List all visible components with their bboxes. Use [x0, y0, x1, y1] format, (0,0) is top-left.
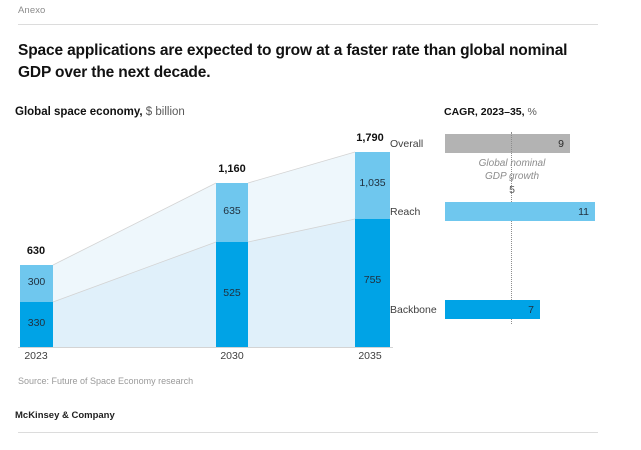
x-tick-2023: 2023: [24, 350, 48, 362]
bar-2030-reach-value: 635: [223, 205, 241, 217]
cagr-value-overall: 9: [558, 137, 564, 150]
stacked-column-chart: 630 300 330 2023 1,160 635 525 2030 1,79…: [0, 120, 400, 370]
x-tick-2030: 2030: [220, 350, 244, 362]
cagr-bar-backbone[interactable]: 7: [445, 300, 540, 319]
total-label-2030: 1,160: [218, 163, 246, 175]
total-label-2035: 1,790: [356, 132, 384, 144]
bar-2030[interactable]: 635 525: [216, 183, 248, 347]
brand-logo-text: McKinsey & Company: [15, 410, 115, 421]
source-note: Source: Future of Space Economy research: [18, 376, 194, 386]
bar-2035[interactable]: 1,035 755: [355, 152, 390, 347]
bar-2030-backbone-value: 525: [223, 287, 241, 299]
cagr-value-backbone: 7: [528, 303, 534, 316]
headline: Space applications are expected to grow …: [18, 42, 568, 81]
cagr-bar-overall[interactable]: 9: [445, 134, 570, 153]
total-label-2023: 630: [26, 245, 46, 257]
gdp-reference-value: 5: [509, 184, 515, 196]
bottom-divider: [18, 432, 598, 433]
left-chart-subtitle-unit: $ billion: [142, 106, 185, 118]
category-label-reach: Reach: [390, 206, 421, 218]
cagr-value-reach: 11: [578, 205, 589, 218]
cagr-bar-reach[interactable]: 11: [445, 202, 595, 221]
bar-2023-reach-value: 300: [27, 276, 46, 288]
category-label-backbone: Backbone: [390, 304, 437, 316]
left-chart-subtitle: Global space economy, $ billion: [15, 106, 185, 118]
bar-2030-backbone-segment[interactable]: 525: [216, 242, 248, 347]
connector-ribbons: [52, 151, 356, 347]
left-chart-subtitle-bold: Global space economy,: [15, 106, 143, 118]
top-divider: [18, 24, 598, 25]
exhibit-label: Anexo: [18, 5, 46, 16]
bar-2023[interactable]: 300 330: [20, 265, 53, 347]
bar-2035-reach-value: 1,035: [359, 177, 386, 189]
gdp-note-line2: GDP growth: [484, 170, 540, 182]
bar-2023-reach-segment[interactable]: 300: [20, 265, 53, 302]
gdp-reference-line: [511, 132, 512, 324]
chart-baseline: [18, 347, 393, 348]
gdp-note-line1: Global nominal: [478, 158, 546, 169]
gdp-reference-note: Global nominal GDP growth: [437, 158, 587, 184]
bar-2023-backbone-segment[interactable]: 330: [20, 302, 53, 347]
cagr-panel-title-bold: CAGR, 2023–35,: [444, 106, 525, 118]
bar-2035-backbone-segment[interactable]: 755: [355, 219, 390, 347]
bar-2035-backbone-value: 755: [363, 274, 382, 286]
bar-2035-reach-segment[interactable]: 1,035: [355, 152, 390, 219]
bar-2030-reach-segment[interactable]: 635: [216, 183, 248, 242]
category-label-overall: Overall: [390, 138, 424, 150]
cagr-panel-title-unit: %: [524, 106, 537, 118]
x-tick-2035: 2035: [358, 350, 382, 362]
cagr-panel-title: CAGR, 2023–35, %: [444, 106, 537, 118]
bar-2023-backbone-value: 330: [27, 317, 46, 329]
cagr-bar-chart: Overall Reach Backbone 9 Global nominal …: [0, 120, 641, 370]
